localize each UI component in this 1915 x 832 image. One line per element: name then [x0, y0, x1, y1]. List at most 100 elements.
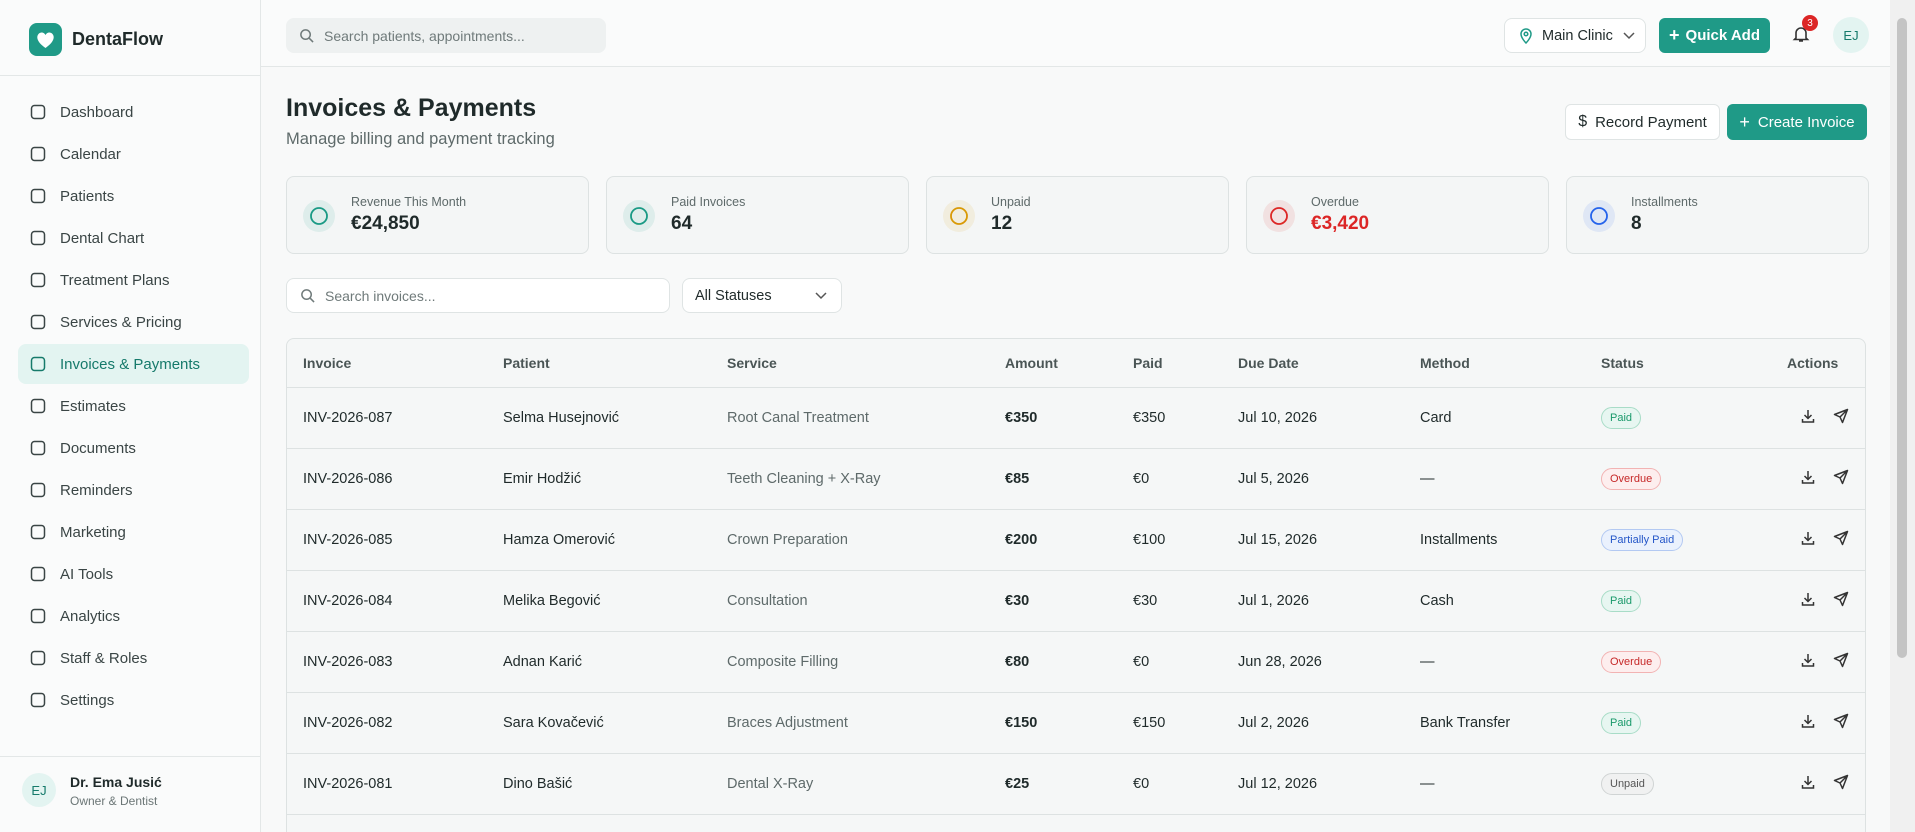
- page-subtitle: Manage billing and payment tracking: [286, 130, 555, 148]
- nav-item[interactable]: Treatment Plans: [18, 260, 249, 300]
- nav-item[interactable]: Marketing: [18, 512, 249, 552]
- nav-label: AI Tools: [60, 565, 114, 583]
- nav-item[interactable]: Documents: [18, 428, 249, 468]
- invoice-search[interactable]: Search invoices...: [286, 278, 670, 313]
- column-header: Patient: [503, 355, 550, 371]
- column-header: Due Date: [1238, 355, 1299, 371]
- send-button[interactable]: [1833, 469, 1849, 489]
- send-button[interactable]: [1833, 530, 1849, 550]
- nav-item[interactable]: Staff & Roles: [18, 638, 249, 678]
- status-badge: Unpaid: [1601, 773, 1654, 795]
- stat-label: Overdue: [1311, 195, 1359, 209]
- status-badge: Paid: [1601, 407, 1642, 429]
- quick-add-button[interactable]: + Quick Add: [1659, 18, 1770, 53]
- table-cell: €200: [1005, 532, 1038, 548]
- table-cell: €150: [1005, 715, 1038, 731]
- nav-label: Settings: [60, 691, 115, 709]
- download-button[interactable]: [1800, 713, 1816, 733]
- table-row[interactable]: [287, 510, 1865, 571]
- nav-item[interactable]: Settings: [18, 680, 249, 720]
- table-row[interactable]: [287, 693, 1865, 754]
- table-cell: €0: [1133, 471, 1150, 487]
- status-badge: Partially Paid: [1601, 529, 1684, 551]
- nav-label: Calendar: [60, 145, 121, 163]
- download-button[interactable]: [1800, 408, 1816, 428]
- search-placeholder: Search patients, appointments...: [324, 27, 525, 44]
- table-cell: Installments: [1420, 532, 1498, 548]
- table-cell: €25: [1005, 776, 1030, 792]
- table-cell: Teeth Cleaning + X-Ray: [727, 471, 881, 487]
- stat-value: 8: [1631, 213, 1642, 234]
- download-button[interactable]: [1800, 530, 1816, 550]
- send-button[interactable]: [1833, 713, 1849, 733]
- table-row[interactable]: [287, 449, 1865, 510]
- stat-icon: [1583, 200, 1615, 232]
- column-header: Actions: [1787, 355, 1839, 371]
- table-cell: INV-2026-085: [303, 532, 393, 548]
- status-badge: Paid: [1601, 590, 1642, 612]
- clinic-select[interactable]: Main Clinic: [1504, 18, 1646, 53]
- nav-item[interactable]: Invoices & Payments: [18, 344, 249, 384]
- table-cell: Melika Begović: [503, 593, 601, 609]
- send-button[interactable]: [1833, 408, 1849, 428]
- user-name: Dr. Ema Jusić: [70, 774, 162, 790]
- stat-value: €3,420: [1311, 213, 1370, 234]
- status-badge: Overdue: [1601, 651, 1662, 673]
- table-row[interactable]: [287, 632, 1865, 693]
- table-cell: Cash: [1420, 593, 1454, 609]
- send-button[interactable]: [1833, 591, 1849, 611]
- table-cell: Dino Bašić: [503, 776, 573, 792]
- nav-item[interactable]: AI Tools: [18, 554, 249, 594]
- stat-label: Revenue This Month: [351, 195, 467, 209]
- stat-icon: [1263, 200, 1295, 232]
- nav-label: Staff & Roles: [60, 649, 148, 667]
- table-cell: Hamza Omerović: [503, 532, 615, 548]
- stat-card: Overdue €3,420: [1246, 176, 1549, 254]
- user-role: Owner & Dentist: [70, 794, 158, 808]
- download-button[interactable]: [1800, 591, 1816, 611]
- status-filter[interactable]: All Statuses: [682, 278, 842, 313]
- nav-label: Marketing: [60, 523, 126, 541]
- nav-item[interactable]: Dental Chart: [18, 218, 249, 258]
- table-header: [287, 339, 1865, 388]
- table-row[interactable]: [287, 571, 1865, 632]
- download-button[interactable]: [1800, 774, 1816, 794]
- record-payment-label: Record Payment: [1595, 113, 1707, 131]
- nav-label: Reminders: [60, 481, 133, 499]
- user-avatar: EJ: [22, 773, 56, 807]
- create-invoice-button[interactable]: + Create Invoice: [1727, 104, 1867, 140]
- send-button[interactable]: [1833, 774, 1849, 794]
- download-button[interactable]: [1800, 652, 1816, 672]
- clinic-name: Main Clinic: [1542, 27, 1613, 44]
- record-payment-button[interactable]: $ Record Payment: [1565, 104, 1720, 140]
- send-button[interactable]: [1833, 652, 1849, 672]
- table-cell: —: [1420, 471, 1435, 487]
- table-row[interactable]: [287, 754, 1865, 815]
- nav-item[interactable]: Calendar: [18, 134, 249, 174]
- table-cell: €80: [1005, 654, 1030, 670]
- download-button[interactable]: [1800, 469, 1816, 489]
- table-cell: Jul 15, 2026: [1238, 532, 1318, 548]
- table-cell: Jul 12, 2026: [1238, 776, 1318, 792]
- stat-icon: [943, 200, 975, 232]
- quick-add-label: Quick Add: [1685, 27, 1760, 44]
- stat-icon: [623, 200, 655, 232]
- nav-item[interactable]: Dashboard: [18, 92, 249, 132]
- status-badge: Paid: [1601, 712, 1642, 734]
- nav-item[interactable]: Patients: [18, 176, 249, 216]
- nav-item[interactable]: Services & Pricing: [18, 302, 249, 342]
- table-cell: Root Canal Treatment: [727, 410, 869, 426]
- table-row[interactable]: [287, 388, 1865, 449]
- nav-item[interactable]: Analytics: [18, 596, 249, 636]
- nav-item[interactable]: Estimates: [18, 386, 249, 426]
- nav-label: Patients: [60, 187, 115, 205]
- table-cell: Bank Transfer: [1420, 715, 1511, 731]
- global-search[interactable]: Search patients, appointments...: [286, 18, 606, 53]
- nav-item[interactable]: Reminders: [18, 470, 249, 510]
- table-cell: €150: [1133, 715, 1166, 731]
- stat-label: Unpaid: [991, 195, 1031, 209]
- brand: DentaFlow: [72, 29, 164, 49]
- table-cell: €0: [1133, 776, 1150, 792]
- avatar[interactable]: EJ: [1833, 17, 1869, 53]
